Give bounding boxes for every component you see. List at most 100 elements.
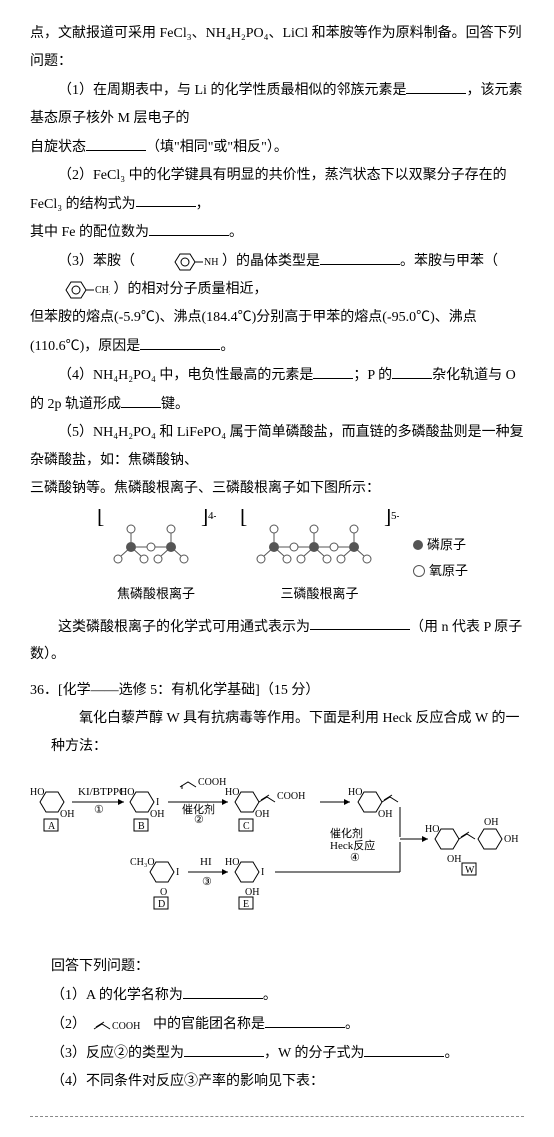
fig-cap2: 三磷酸根离子 xyxy=(239,579,399,607)
q3-text-d: ）的相对分子质量相近， xyxy=(114,282,268,297)
svg-text:I: I xyxy=(261,867,264,878)
q2-text-b: ， xyxy=(196,196,210,211)
intro-text: 点，文献报道可采用 FeCl₃、NH₄H₂PO₄、LiCl 和苯胺等作为原料制备… xyxy=(30,20,524,76)
svg-text:④: ④ xyxy=(350,852,360,864)
q4-text-d: 键。 xyxy=(161,397,189,412)
q36-3-blank2 xyxy=(364,1039,444,1057)
q5-blank xyxy=(310,613,410,631)
svg-text:COOH: COOH xyxy=(198,777,226,788)
triphosphate-ion: [] 5- 三磷酸根离子 xyxy=(239,509,399,607)
q36-2-b: 中的官能团名称是 xyxy=(153,1017,265,1032)
q36-3: （3）反应②的类型为，W 的分子式为。 xyxy=(30,1039,524,1068)
q36-1-b: 。 xyxy=(263,988,277,1003)
q4-line: （4）NH₄H₂PO₄ 中，电负性最高的元素是；P 的杂化轨道与 O 的 2p … xyxy=(30,361,524,419)
svg-text:OH: OH xyxy=(378,809,392,820)
q3-line1: （3）苯胺（ NH₂ ）的晶体类型是。苯胺与甲苯（ CH₃ ）的相对分子质量相近… xyxy=(30,247,524,304)
q1-blank2 xyxy=(86,133,146,151)
q3-text-f: 。 xyxy=(220,339,234,354)
svg-text:B: B xyxy=(138,821,145,832)
pyrophosphate-ion: [] 4- 焦磷酸根离子 xyxy=(96,509,216,607)
q36-1-a: （1）A 的化学名称为 xyxy=(51,988,183,1003)
svg-text:OH: OH xyxy=(484,817,498,828)
q2-text-d: 。 xyxy=(229,225,243,240)
fig-cap1: 焦磷酸根离子 xyxy=(96,579,216,607)
mol-d: CH₃OOID xyxy=(130,857,179,910)
q2-line2: 其中 Fe 的配位数为 。 xyxy=(30,218,524,247)
mol-e: HO OHI E xyxy=(225,857,264,910)
q3-blank2 xyxy=(140,332,220,350)
svg-text:O: O xyxy=(160,887,167,898)
svg-text:HO: HO xyxy=(425,824,439,835)
svg-text:HO: HO xyxy=(225,787,239,798)
q36-1-blank xyxy=(183,981,263,999)
svg-text:OH: OH xyxy=(245,887,259,898)
svg-text:Heck反应: Heck反应 xyxy=(330,838,375,852)
svg-text:OH: OH xyxy=(60,809,74,820)
q1-blank1 xyxy=(406,76,466,94)
svg-text:C: C xyxy=(243,821,250,832)
q36-2-c: 。 xyxy=(345,1017,359,1032)
q3-text-b: ）的晶体类型是 xyxy=(222,254,320,269)
mol-b: HOOHIB xyxy=(120,787,164,832)
svg-text:HO: HO xyxy=(348,787,362,798)
p-atom-icon xyxy=(413,540,423,550)
q36-3-a: （3）反应②的类型为 xyxy=(51,1046,184,1061)
svg-text:I: I xyxy=(176,867,179,878)
q4-text-a: （4）NH₄H₂PO₄ 中，电负性最高的元素是 xyxy=(58,368,313,383)
q2-blank1 xyxy=(136,190,196,208)
figure-legend: 磷原子 氧原子 xyxy=(413,532,468,584)
svg-text:E: E xyxy=(243,899,249,910)
q36-head: 36．[化学——选修 5：有机化学基础]（15 分） xyxy=(30,677,524,705)
svg-text:COOH: COOH xyxy=(277,791,305,802)
q36-2-blank xyxy=(265,1010,345,1028)
q3-text-e: 但苯胺的熔点(-5.9℃)、沸点(184.4℃)分别高于甲苯的熔点(-95.0℃… xyxy=(30,310,477,354)
q4-blank2 xyxy=(392,361,432,379)
q4-blank1 xyxy=(313,361,353,379)
q2-line1: （2）FeCl₃ 中的化学键具有明显的共价性，蒸汽状态下以双聚分子存在的 FeC… xyxy=(30,162,524,219)
q3-text-c: 。苯胺与甲苯（ xyxy=(400,254,498,269)
reaction-scheme: HOOHA KI/BTPPC ① HOOHIB COOH 催化剂② HOOHCO… xyxy=(30,767,524,947)
svg-text:[: [ xyxy=(97,509,104,528)
q1-text-d: （填"相同"或"相反"）。 xyxy=(146,140,288,155)
q1-line1: （1）在周期表中，与 Li 的化学性质最相似的邻族元素是，该元素基态原子核外 M… xyxy=(30,76,524,133)
q36-2: （2） COOH 中的官能团名称是 。 xyxy=(30,1010,524,1039)
footer-divider xyxy=(30,1116,524,1117)
q5-line1: （5）NH₄H₂PO₄ 和 LiFePO₄ 属于简单磷酸盐，而直链的多磷酸盐则是… xyxy=(30,419,524,475)
legend-p: 磷原子 xyxy=(427,532,466,558)
aniline-icon: NH₂ xyxy=(139,248,219,276)
svg-text:CH₃: CH₃ xyxy=(95,285,110,296)
svg-text:COOH: COOH xyxy=(112,1021,140,1032)
q36-3-b: ，W 的分子式为 xyxy=(264,1046,364,1061)
svg-text:NH₂: NH₂ xyxy=(204,257,219,268)
svg-text:OH: OH xyxy=(504,834,518,845)
svg-text:②: ② xyxy=(194,814,204,826)
q36-2-a: （2） xyxy=(51,1017,86,1032)
svg-text:HO: HO xyxy=(225,857,239,868)
q36-3-blank1 xyxy=(184,1039,264,1057)
q5-line2: 三磷酸钠等。焦磷酸根离子、三磷酸根离子如下图所示： xyxy=(30,475,524,503)
q3-line2: 但苯胺的熔点(-5.9℃)、沸点(184.4℃)分别高于甲苯的熔点(-95.0℃… xyxy=(30,304,524,361)
q36-1: （1）A 的化学名称为 。 xyxy=(30,981,524,1010)
q36-q: 回答下列问题： xyxy=(30,953,524,981)
svg-text:OH: OH xyxy=(255,809,269,820)
q36-sub: 氧化白藜芦醇 W 具有抗病毒等作用。下面是利用 Heck 反应合成 W 的一种方… xyxy=(30,705,524,761)
q1-text-a: （1）在周期表中，与 Li 的化学性质最相似的邻族元素是 xyxy=(58,83,406,98)
svg-text:W: W xyxy=(465,865,475,876)
mol-w: HOOH OHOH W xyxy=(425,817,518,876)
svg-text:A: A xyxy=(48,821,56,832)
svg-text:5-: 5- xyxy=(391,510,399,522)
q2-text-c: 其中 Fe 的配位数为 xyxy=(30,225,149,240)
mol-c: HO OH COOH C xyxy=(225,787,305,832)
legend-o: 氧原子 xyxy=(429,558,468,584)
q4-text-b: ；P 的 xyxy=(353,368,392,383)
o-atom-icon xyxy=(413,565,425,577)
svg-text:③: ③ xyxy=(202,876,212,888)
q5-text-c: 这类磷酸根离子的化学式可用通式表示为 xyxy=(58,619,310,634)
svg-text:I: I xyxy=(156,797,159,808)
svg-text:①: ① xyxy=(94,804,104,816)
q36-4: （4）不同条件对反应③产率的影响见下表： xyxy=(30,1068,524,1096)
q4-blank3 xyxy=(121,390,161,408)
q1-line2: 自旋状态（填"相同"或"相反"）。 xyxy=(30,133,524,162)
q3-blank1 xyxy=(320,247,400,265)
svg-text:HO: HO xyxy=(120,787,134,798)
